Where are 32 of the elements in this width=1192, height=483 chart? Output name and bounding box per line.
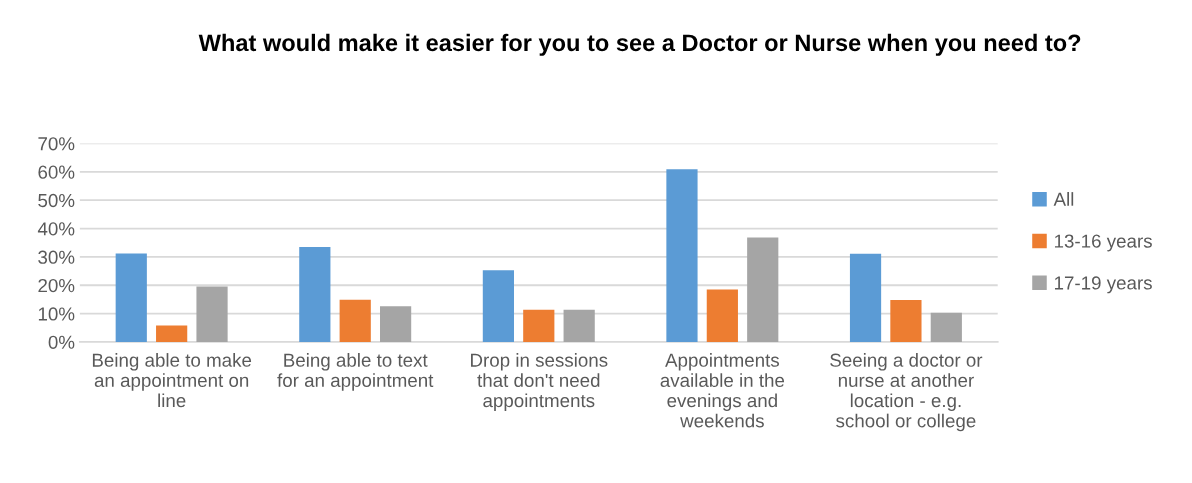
y-tick-label: 60%	[38, 165, 75, 179]
bar	[523, 309, 555, 342]
bar	[849, 253, 882, 342]
legend-label: 17-19 years	[1054, 276, 1152, 294]
bar	[380, 306, 412, 342]
y-tick-label: 20%	[38, 278, 75, 293]
y-tick-label: 50%	[38, 193, 75, 208]
bar	[339, 299, 371, 342]
x-tick-label: Being able to make an appointment on line	[92, 353, 252, 408]
bar	[115, 253, 147, 342]
bar	[890, 299, 922, 342]
x-tick-label: Seeing a doctor or nurse at another location - e.g. school or college	[830, 353, 983, 432]
bar	[196, 286, 228, 342]
bar	[299, 246, 331, 342]
y-tick-label: 30%	[38, 250, 75, 264]
chart-title: What would make it easier for you to see a Doctor or Nurse when you need to?	[198, 33, 1081, 56]
legend-label: All	[1053, 192, 1074, 206]
y-tick-label: 0%	[48, 335, 75, 349]
bar	[747, 237, 779, 342]
bar	[482, 270, 514, 342]
bar	[563, 309, 595, 342]
x-tick-label: Being able to text for an appointment	[277, 353, 434, 391]
bar	[666, 169, 698, 342]
y-tick-label: 40%	[37, 222, 75, 236]
y-tick-label: 10%	[38, 307, 75, 321]
y-tick-label: 70%	[38, 137, 75, 151]
bar	[930, 312, 962, 342]
bar	[706, 289, 738, 342]
x-tick-label: Drop in sessions that don't need appointments	[471, 353, 608, 411]
x-tick-label: Appointments available in the evenings and weekends	[660, 353, 785, 428]
legend-label: 13-16 years	[1054, 234, 1152, 252]
bar	[156, 325, 188, 342]
